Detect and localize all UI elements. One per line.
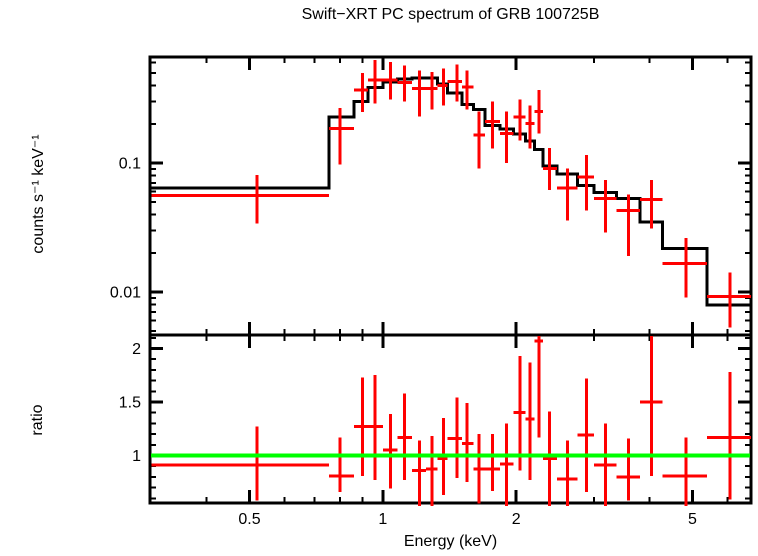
chart-title: Swift−XRT PC spectrum of GRB 100725B [301, 6, 600, 23]
ratio-tick-label: 1.5 [119, 394, 141, 411]
ratio-tick-label: 1 [132, 448, 141, 465]
ratio-panel-frame [148, 333, 753, 505]
y-tick-label: 0.1 [119, 156, 141, 173]
x-tick-label: 5 [688, 511, 697, 528]
ratio-tick-label: 2 [132, 341, 141, 358]
model-line [151, 76, 751, 307]
x-tick-label: 0.5 [238, 511, 260, 528]
y-tick-label: 0.01 [110, 284, 141, 301]
x-tick-label: 2 [512, 511, 521, 528]
x-tick-label: 1 [378, 511, 387, 528]
x-axis-label: Energy (keV) [403, 533, 498, 550]
